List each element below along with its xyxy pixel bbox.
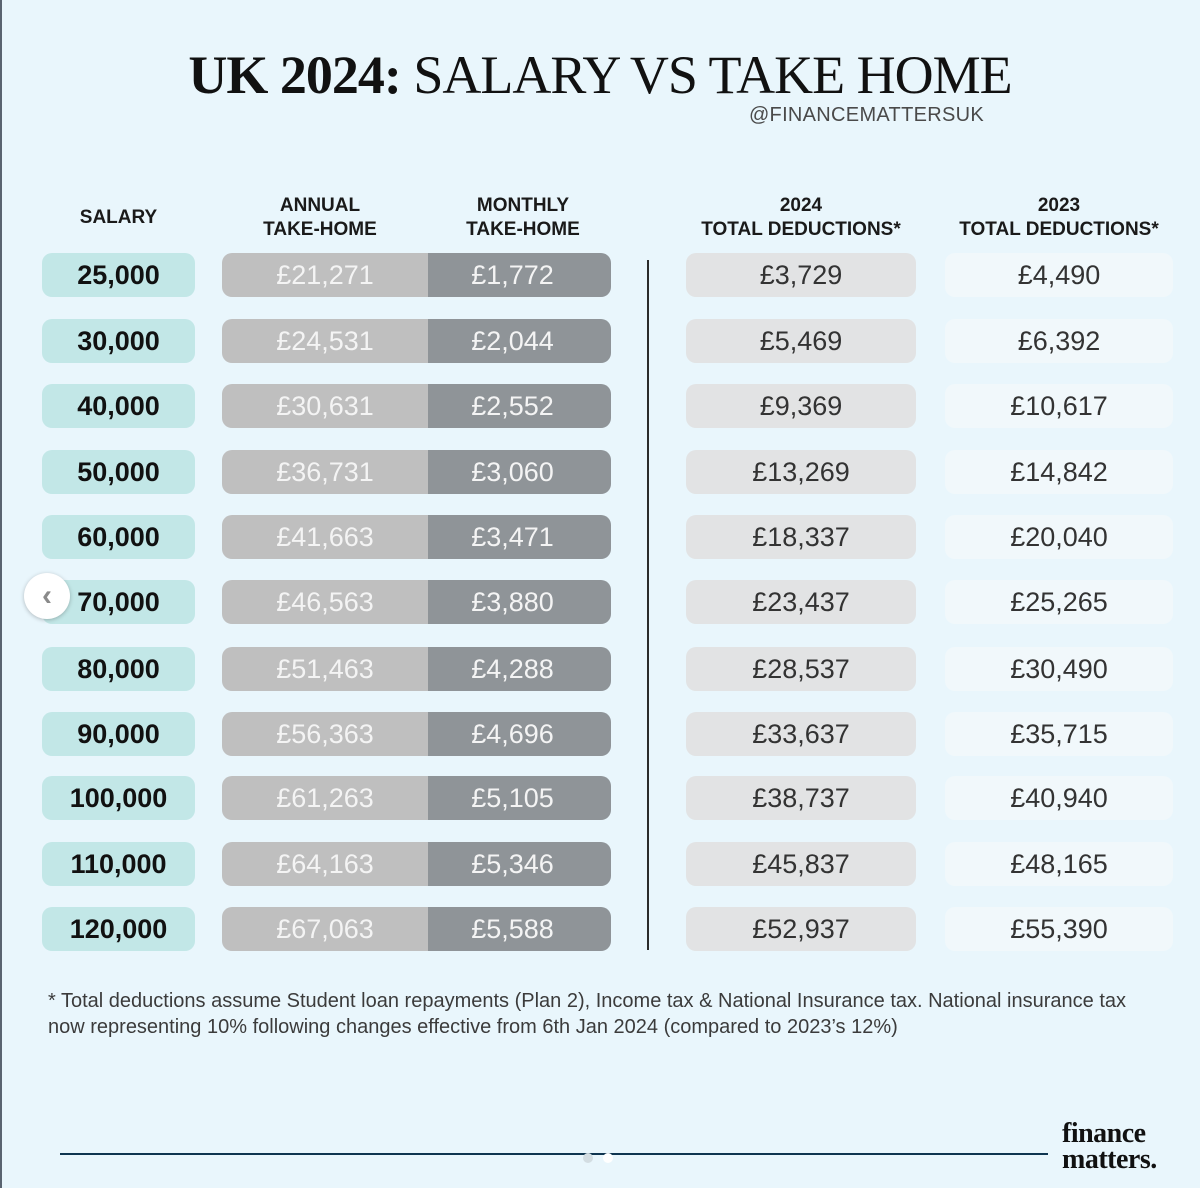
cell-ded2024: £13,269 [686, 450, 916, 494]
cell-salary: 30,000 [42, 319, 195, 363]
cell-salary: 25,000 [42, 253, 195, 297]
cell-monthly: £2,044 [428, 319, 611, 363]
carousel-dot-1[interactable] [583, 1153, 593, 1163]
cell-monthly: £5,588 [428, 907, 611, 951]
page-title: UK 2024: SALARY VS TAKE HOME [0, 44, 1200, 106]
cell-monthly: £4,696 [428, 712, 611, 756]
cell-ded2023: £6,392 [945, 319, 1173, 363]
cell-monthly: £5,346 [428, 842, 611, 886]
cell-annual: £61,263 [222, 776, 442, 820]
cell-ded2024: £33,637 [686, 712, 916, 756]
cell-salary: 60,000 [42, 515, 195, 559]
carousel-dot-2[interactable] [603, 1153, 613, 1163]
cell-ded2024: £3,729 [686, 253, 916, 297]
cell-annual: £24,531 [222, 319, 442, 363]
footnote: * Total deductions assume Student loan r… [48, 990, 1127, 1038]
cell-annual: £46,563 [222, 580, 442, 624]
cell-monthly: £1,772 [428, 253, 611, 297]
cell-ded2023: £55,390 [945, 907, 1173, 951]
brand-logo: finance matters. [1062, 1118, 1157, 1175]
header-deductions-2023: 2023 TOTAL DEDUCTIONS* [959, 195, 1159, 240]
cell-monthly: £2,552 [428, 384, 611, 428]
cell-annual: £30,631 [222, 384, 442, 428]
cell-ded2024: £52,937 [686, 907, 916, 951]
cell-ded2023: £35,715 [945, 712, 1173, 756]
title-text: SALARY VS TAKE HOME [400, 45, 1012, 105]
column-divider [647, 260, 649, 950]
footer-rule [60, 1153, 1048, 1155]
cell-annual: £64,163 [222, 842, 442, 886]
header-annual-take-home: ANNUAL TAKE-HOME [263, 195, 377, 240]
cell-monthly: £3,471 [428, 515, 611, 559]
cell-salary: 50,000 [42, 450, 195, 494]
cell-monthly: £5,105 [428, 776, 611, 820]
cell-monthly: £3,060 [428, 450, 611, 494]
frame-edge [0, 0, 2, 1188]
social-handle: @FINANCEMATTERSUK [748, 104, 984, 126]
cell-ded2023: £25,265 [945, 580, 1173, 624]
cell-ded2024: £38,737 [686, 776, 916, 820]
carousel-indicator [583, 1153, 613, 1163]
cell-ded2024: £5,469 [686, 319, 916, 363]
carousel-prev-button[interactable]: ‹ [24, 573, 70, 619]
cell-salary: 80,000 [42, 647, 195, 691]
cell-salary: 120,000 [42, 907, 195, 951]
cell-ded2023: £48,165 [945, 842, 1173, 886]
cell-salary: 90,000 [42, 712, 195, 756]
cell-salary: 100,000 [42, 776, 195, 820]
header-deductions-2024: 2024 TOTAL DEDUCTIONS* [701, 195, 901, 240]
chevron-left-icon: ‹ [42, 579, 52, 612]
cell-ded2024: £18,337 [686, 515, 916, 559]
cell-ded2024: £9,369 [686, 384, 916, 428]
cell-monthly: £4,288 [428, 647, 611, 691]
cell-annual: £21,271 [222, 253, 442, 297]
cell-ded2023: £14,842 [945, 450, 1173, 494]
cell-annual: £36,731 [222, 450, 442, 494]
cell-ded2024: £23,437 [686, 580, 916, 624]
cell-monthly: £3,880 [428, 580, 611, 624]
cell-annual: £41,663 [222, 515, 442, 559]
header-monthly-take-home: MONTHLY TAKE-HOME [466, 195, 580, 240]
cell-ded2023: £30,490 [945, 647, 1173, 691]
cell-salary: 40,000 [42, 384, 195, 428]
title-year: UK 2024: [188, 45, 401, 105]
cell-ded2024: £45,837 [686, 842, 916, 886]
cell-annual: £67,063 [222, 907, 442, 951]
header-salary: SALARY [79, 207, 158, 228]
cell-ded2023: £20,040 [945, 515, 1173, 559]
cell-ded2023: £10,617 [945, 384, 1173, 428]
cell-ded2024: £28,537 [686, 647, 916, 691]
cell-salary: 110,000 [42, 842, 195, 886]
cell-ded2023: £40,940 [945, 776, 1173, 820]
cell-annual: £51,463 [222, 647, 442, 691]
cell-annual: £56,363 [222, 712, 442, 756]
cell-ded2023: £4,490 [945, 253, 1173, 297]
